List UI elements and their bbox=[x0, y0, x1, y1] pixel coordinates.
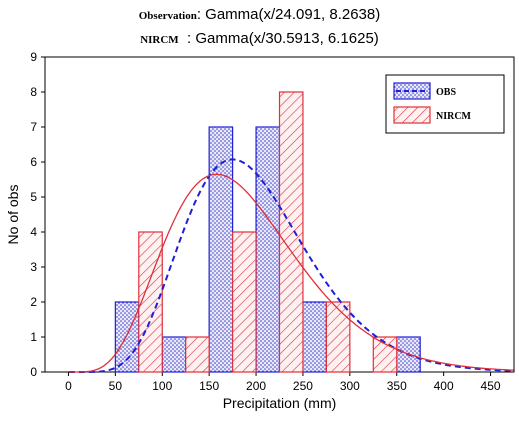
bar-nircm bbox=[278, 91, 304, 373]
nircm-label: NIRCM bbox=[140, 34, 179, 46]
x-tick-label: 350 bbox=[387, 379, 407, 393]
x-tick-label: 0 bbox=[65, 379, 72, 393]
x-tick-label: 250 bbox=[293, 379, 313, 393]
x-tick-label: 450 bbox=[481, 379, 501, 393]
y-tick-label: 1 bbox=[30, 330, 37, 344]
legend-label-obs: OBS bbox=[436, 87, 456, 98]
bar-obs bbox=[255, 126, 281, 373]
x-tick-label: 200 bbox=[246, 379, 266, 393]
x-tick-label: 100 bbox=[152, 379, 172, 393]
fit-curve-nircm bbox=[68, 173, 514, 373]
y-tick-label: 3 bbox=[30, 260, 37, 274]
y-tick-label: 2 bbox=[30, 295, 37, 309]
bar-obs bbox=[114, 301, 140, 373]
x-tick-label: 150 bbox=[199, 379, 219, 393]
x-tick-label: 50 bbox=[109, 379, 123, 393]
x-tick-label: 300 bbox=[340, 379, 360, 393]
y-tick-label: 5 bbox=[30, 190, 37, 204]
bar-obs bbox=[302, 301, 328, 373]
plot-area: 0 50 100 150 200 250 300 350 400 450 0 1 2 3 4 5 6 7 8 9 Pre… bbox=[5, 50, 515, 411]
y-tick-label: 9 bbox=[30, 50, 37, 64]
legend-label-nircm: NIRCM bbox=[436, 111, 472, 122]
y-axis-label: No of obs bbox=[5, 185, 21, 245]
observation-formula: : Gamma(x/24.091, 8.2638) bbox=[196, 6, 381, 23]
bar-nircm bbox=[325, 301, 351, 373]
title-nircm: NIRCM : Gamma(x/30.5913, 6.1625) bbox=[0, 30, 519, 47]
title-observation: Observation: Gamma(x/24.091, 8.2638) bbox=[0, 6, 519, 23]
x-tick-label: 400 bbox=[434, 379, 454, 393]
y-tick-label: 6 bbox=[30, 155, 37, 169]
bar-nircm bbox=[138, 231, 163, 373]
y-tick-label: 4 bbox=[30, 225, 37, 239]
y-tick-label: 8 bbox=[30, 85, 37, 99]
bar-obs bbox=[161, 336, 187, 373]
y-tick-label: 0 bbox=[30, 365, 37, 379]
y-tick-label: 7 bbox=[30, 120, 37, 134]
legend-swatch-nircm bbox=[393, 106, 431, 124]
x-axis-label: Precipitation (mm) bbox=[223, 395, 337, 411]
observation-label: Observation bbox=[138, 10, 197, 22]
legend: OBS NIRCM bbox=[385, 74, 505, 134]
fit-curve-obs bbox=[68, 158, 514, 373]
bar-nircm bbox=[232, 231, 257, 373]
nircm-formula: : Gamma(x/30.5913, 6.1625) bbox=[178, 30, 379, 47]
bar-nircm bbox=[185, 336, 210, 373]
